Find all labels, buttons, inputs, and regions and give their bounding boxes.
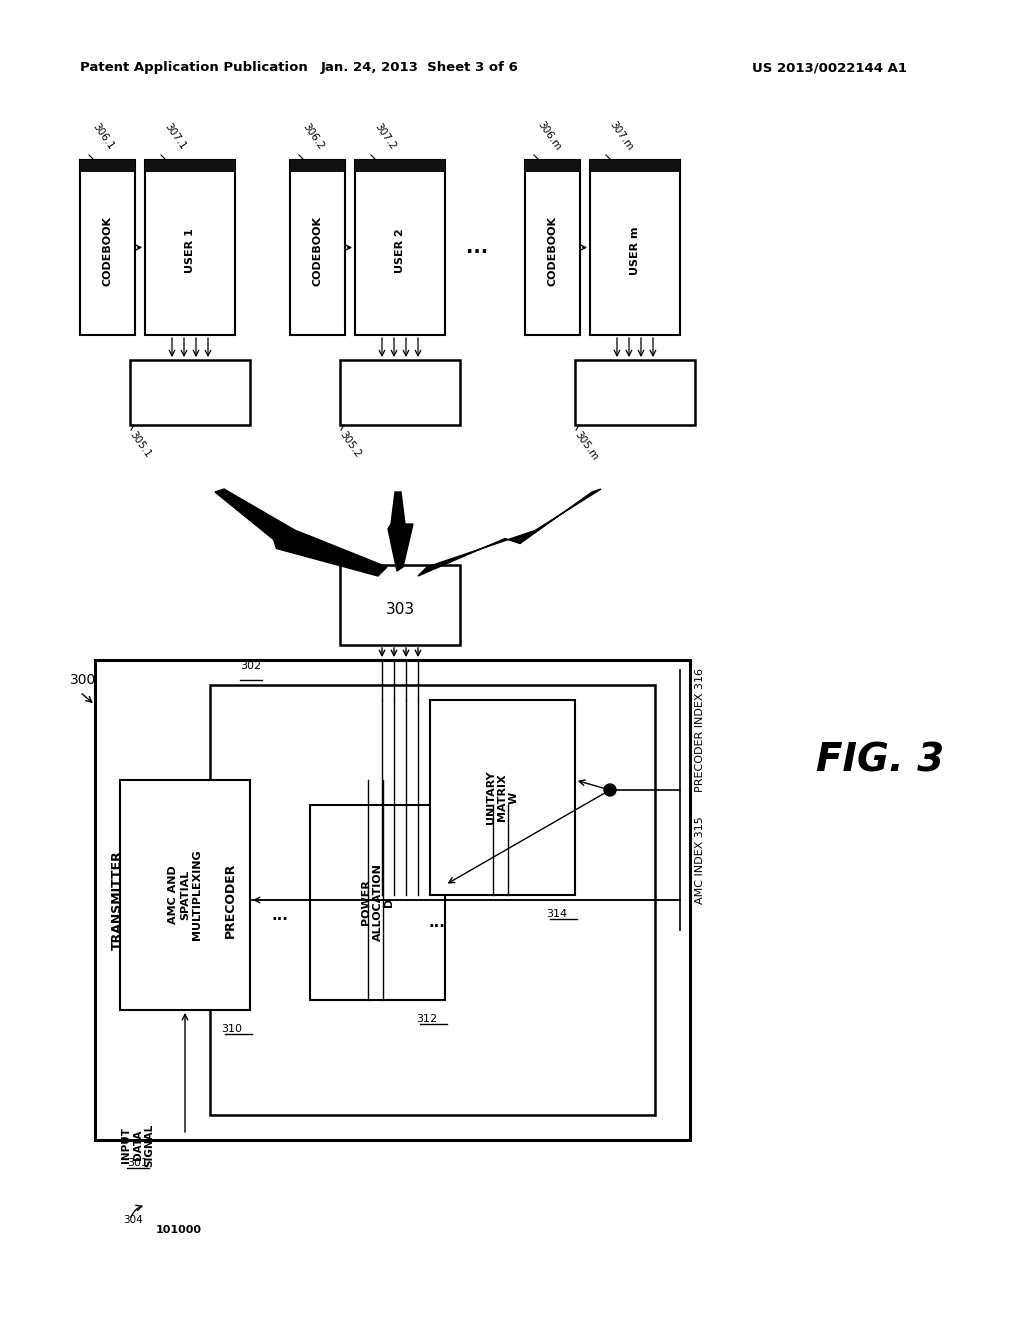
Text: CODEBOOK: CODEBOOK <box>312 215 323 285</box>
Text: INPUT
DATA
SIGNAL: INPUT DATA SIGNAL <box>122 1123 155 1167</box>
Bar <box>340 360 460 425</box>
Text: AMC AND
SPATIAL
MULTIPLEXING: AMC AND SPATIAL MULTIPLEXING <box>168 850 202 940</box>
Text: ...: ... <box>429 915 445 931</box>
Bar <box>130 360 250 425</box>
Bar <box>290 160 345 172</box>
Text: FIG. 3: FIG. 3 <box>816 741 944 779</box>
Bar <box>525 160 580 335</box>
Text: 306.m: 306.m <box>536 119 563 152</box>
Text: 307.m: 307.m <box>608 119 635 152</box>
Text: TRANSMITTER: TRANSMITTER <box>111 850 124 950</box>
Text: ...: ... <box>466 238 488 257</box>
Text: 305.m: 305.m <box>573 429 600 462</box>
Text: CODEBOOK: CODEBOOK <box>548 215 557 285</box>
Text: Jan. 24, 2013  Sheet 3 of 6: Jan. 24, 2013 Sheet 3 of 6 <box>322 62 519 74</box>
Bar <box>340 565 460 645</box>
Text: 300: 300 <box>70 673 96 686</box>
Bar <box>145 160 234 172</box>
Polygon shape <box>215 488 387 576</box>
Text: 307.1: 307.1 <box>163 121 188 152</box>
Bar <box>80 160 135 172</box>
Bar <box>145 160 234 335</box>
Bar <box>355 160 445 172</box>
Bar <box>80 160 135 335</box>
Text: 301: 301 <box>127 1158 148 1168</box>
Text: CODEBOOK: CODEBOOK <box>102 215 113 285</box>
Bar <box>290 160 345 335</box>
Text: POWER
ALLOCATION
D: POWER ALLOCATION D <box>360 863 394 941</box>
Bar <box>210 685 655 1115</box>
Text: USER m: USER m <box>630 226 640 275</box>
Text: 101000: 101000 <box>156 1225 202 1236</box>
Text: USER 2: USER 2 <box>395 228 406 273</box>
Text: 310: 310 <box>221 1024 242 1034</box>
Bar <box>120 780 250 1010</box>
Bar <box>95 660 690 1140</box>
Text: 302: 302 <box>240 661 261 671</box>
Text: PRECODER INDEX 316: PRECODER INDEX 316 <box>695 668 705 792</box>
Text: ...: ... <box>271 908 289 923</box>
Text: 303: 303 <box>385 602 415 618</box>
Text: 305.2: 305.2 <box>338 429 364 459</box>
Polygon shape <box>388 492 413 572</box>
Circle shape <box>604 784 616 796</box>
Text: 306.2: 306.2 <box>301 121 327 152</box>
Text: Patent Application Publication: Patent Application Publication <box>80 62 308 74</box>
Text: 314: 314 <box>546 909 567 919</box>
Bar <box>310 805 445 1001</box>
Bar <box>590 160 680 172</box>
Text: 305.1: 305.1 <box>128 429 154 459</box>
Polygon shape <box>418 488 601 576</box>
Text: 307.2: 307.2 <box>373 121 398 152</box>
Bar <box>355 160 445 335</box>
Bar <box>525 160 580 172</box>
Text: US 2013/0022144 A1: US 2013/0022144 A1 <box>753 62 907 74</box>
Text: PRECODER: PRECODER <box>223 862 237 937</box>
Text: UNITARY
MATRIX
W: UNITARY MATRIX W <box>486 771 519 824</box>
Text: 312: 312 <box>416 1014 437 1024</box>
Text: USER 1: USER 1 <box>185 228 195 273</box>
Text: 304: 304 <box>123 1214 142 1225</box>
Text: 306.1: 306.1 <box>91 121 117 152</box>
Bar <box>590 160 680 335</box>
Bar <box>575 360 695 425</box>
Text: AMC INDEX 315: AMC INDEX 315 <box>695 816 705 904</box>
Bar <box>430 700 575 895</box>
